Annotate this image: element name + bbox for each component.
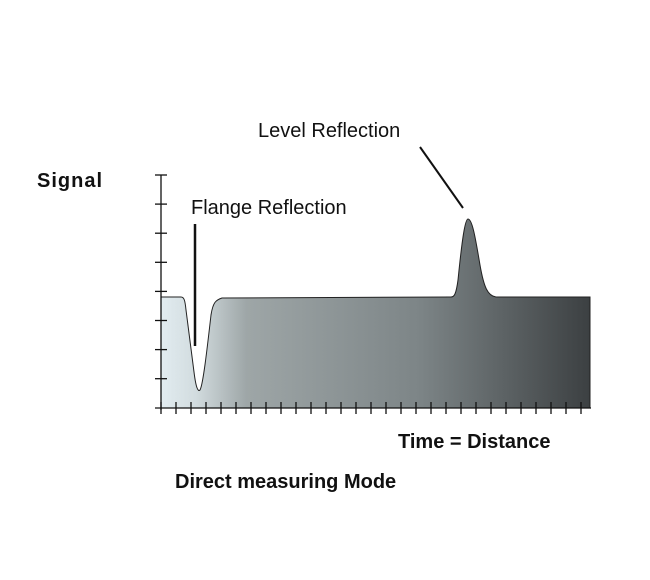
y-axis-label: Signal: [37, 170, 104, 192]
level-reflection-label: Level Reflection: [258, 120, 401, 142]
x-axis-label: Time = Distance: [398, 431, 551, 453]
signal-area: [160, 218, 591, 409]
flange-reflection-label: Flange Reflection: [191, 197, 347, 219]
axes: [155, 174, 591, 414]
level-pointer: [419, 146, 464, 209]
caption: Direct measuring Mode: [175, 471, 397, 493]
